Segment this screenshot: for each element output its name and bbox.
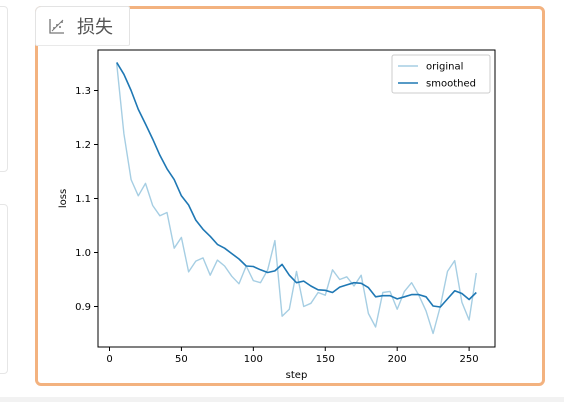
y-tick-label: 1.1 [75, 194, 91, 205]
adjacent-panel-bottom [0, 204, 8, 374]
legend-label-original: original [426, 62, 463, 73]
adjacent-panel-top [0, 6, 8, 172]
x-tick-label: 100 [244, 354, 263, 365]
y-tick-label: 1.0 [75, 248, 91, 259]
series-line-original [116, 63, 477, 335]
x-tick-label: 50 [175, 354, 188, 365]
card-title-tab[interactable]: 损失 [35, 6, 130, 46]
plot-area [97, 49, 496, 348]
x-tick-label: 200 [388, 354, 407, 365]
y-tick-label: 1.3 [75, 86, 91, 97]
x-axis-label: step [286, 370, 308, 381]
x-tick-label: 150 [316, 354, 335, 365]
y-tick-label: 0.9 [75, 302, 91, 313]
card-title: 损失 [77, 17, 113, 38]
legend-label-smoothed: smoothed [426, 79, 476, 90]
x-tick-label: 250 [460, 354, 479, 365]
x-tick-label: 0 [106, 354, 112, 365]
y-tick-label: 1.2 [75, 140, 91, 151]
chart-scatter-icon [48, 17, 66, 35]
series-line-smoothed [116, 61, 477, 308]
y-axis-label: loss [58, 189, 69, 208]
bottom-edge [0, 397, 564, 402]
